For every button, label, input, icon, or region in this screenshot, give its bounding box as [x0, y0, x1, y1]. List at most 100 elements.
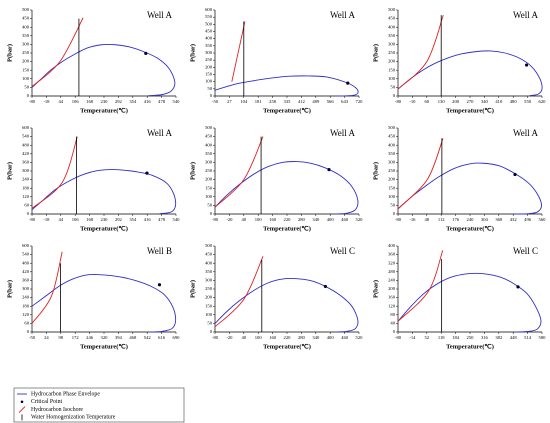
x-tick-label: 24 — [44, 335, 49, 340]
x-tick-label: 340 — [312, 335, 320, 340]
y-axis-label: P(bar) — [372, 44, 379, 62]
x-tick-label: 106 — [72, 99, 80, 104]
x-tick-label: 720 — [356, 99, 364, 104]
y-tick-label: 50 — [207, 86, 212, 91]
x-tick-label: 316 — [481, 335, 489, 340]
x-tick-label: 240 — [467, 217, 475, 222]
critical-point — [327, 168, 331, 172]
y-tick-label: 250 — [205, 168, 213, 173]
x-tick-label: 560 — [539, 217, 547, 222]
x-tick-label: 250 — [467, 335, 475, 340]
y-tick-label: 200 — [388, 177, 396, 182]
x-tick-label: 98 — [59, 335, 64, 340]
y-tick-label: 100 — [388, 76, 396, 81]
x-tick-label: 160 — [269, 335, 277, 340]
y-tick-label: 350 — [388, 151, 396, 156]
x-axis-label: Temperature(℃) — [80, 106, 128, 114]
y-tick-label: 0 — [27, 329, 30, 334]
x-tick-label: -20 — [226, 217, 233, 222]
x-tick-label: 542 — [144, 335, 152, 340]
x-tick-label: 106 — [72, 217, 80, 222]
x-tick-label: -20 — [226, 335, 233, 340]
y-tick-label: 50 — [24, 84, 29, 89]
x-tick-label: 580 — [539, 335, 547, 340]
x-tick-label: 230 — [101, 99, 109, 104]
y-tick-label: 300 — [22, 168, 30, 173]
y-tick-label: 420 — [22, 151, 30, 156]
y-tick-label: 450 — [205, 252, 213, 257]
y-tick-label: 100 — [205, 79, 213, 84]
x-tick-label: 690 — [173, 335, 181, 340]
x-tick-label: 220 — [284, 217, 292, 222]
x-tick-label: -80 — [395, 99, 402, 104]
x-tick-label: 172 — [72, 335, 80, 340]
x-tick-label: 168 — [86, 99, 94, 104]
x-tick-label: 550 — [524, 99, 532, 104]
y-tick-label: 360 — [22, 277, 30, 282]
y-tick-label: 250 — [205, 286, 213, 291]
y-tick-label: 480 — [22, 260, 30, 265]
x-tick-label: -18 — [43, 99, 50, 104]
x-tick-label: 416 — [144, 99, 152, 104]
x-tick-label: 478 — [158, 217, 166, 222]
y-tick-label: 180 — [22, 185, 30, 190]
legend-label: Water Homogenization Temperature — [31, 415, 116, 421]
y-tick-label: 0 — [393, 211, 396, 216]
y-tick-label: 500 — [205, 243, 213, 248]
critical-point — [346, 81, 350, 85]
x-tick-label: 416 — [144, 217, 152, 222]
legend-symbol — [18, 406, 26, 413]
y-tick-label: 240 — [22, 177, 30, 182]
x-tick-label: 432 — [510, 217, 518, 222]
chart-title: Well C — [330, 246, 355, 256]
y-axis-label: P(bar) — [6, 162, 13, 180]
y-tick-label: 50 — [390, 202, 395, 207]
y-tick-label: 600 — [22, 243, 30, 248]
y-axis-label: P(bar) — [189, 162, 196, 180]
series-line — [214, 136, 264, 208]
x-tick-label: 382 — [495, 335, 503, 340]
x-tick-label: -50 — [29, 335, 36, 340]
y-tick-label: 120 — [388, 303, 396, 308]
y-tick-label: 400 — [22, 24, 30, 29]
x-tick-label: 112 — [438, 217, 445, 222]
critical-point — [516, 285, 520, 289]
y-tick-label: 450 — [388, 134, 396, 139]
y-tick-label: 100 — [22, 76, 30, 81]
x-axis-label: Temperature(℃) — [263, 224, 311, 232]
x-tick-label: 100 — [255, 335, 263, 340]
chart-title: Well A — [513, 10, 539, 20]
y-axis-label: P(bar) — [189, 44, 196, 62]
y-tick-label: 180 — [22, 303, 30, 308]
series-line — [214, 256, 264, 328]
y-tick-label: 150 — [205, 72, 213, 77]
y-tick-label: 0 — [210, 93, 213, 98]
y-tick-label: 300 — [205, 159, 213, 164]
legend-box — [13, 387, 185, 423]
legend-label: Hydrocarbon Phase Envelope — [31, 391, 100, 397]
x-tick-label: 514 — [524, 335, 532, 340]
x-tick-label: 340 — [481, 99, 489, 104]
y-tick-label: 300 — [22, 286, 30, 291]
x-axis-label: Temperature(℃) — [263, 106, 311, 114]
critical-point — [145, 171, 149, 175]
y-tick-label: 0 — [210, 329, 213, 334]
chart-title: Well A — [330, 10, 356, 20]
y-tick-label: 500 — [205, 21, 213, 26]
y-tick-label: 300 — [388, 159, 396, 164]
x-tick-label: 184 — [452, 335, 460, 340]
y-tick-label: 100 — [205, 312, 213, 317]
x-tick-label: 176 — [452, 217, 460, 222]
x-tick-label: 448 — [510, 335, 518, 340]
chart-title: Well A — [147, 10, 173, 20]
y-tick-label: 600 — [205, 7, 213, 12]
y-tick-label: 480 — [22, 142, 30, 147]
y-tick-label: 360 — [388, 252, 396, 257]
x-tick-label: -50 — [212, 99, 219, 104]
series-line — [231, 21, 246, 82]
x-tick-label: 320 — [101, 335, 109, 340]
y-tick-label: 400 — [205, 260, 213, 265]
y-tick-label: 250 — [388, 50, 396, 55]
y-tick-label: 200 — [205, 64, 213, 69]
series-line — [214, 278, 359, 333]
